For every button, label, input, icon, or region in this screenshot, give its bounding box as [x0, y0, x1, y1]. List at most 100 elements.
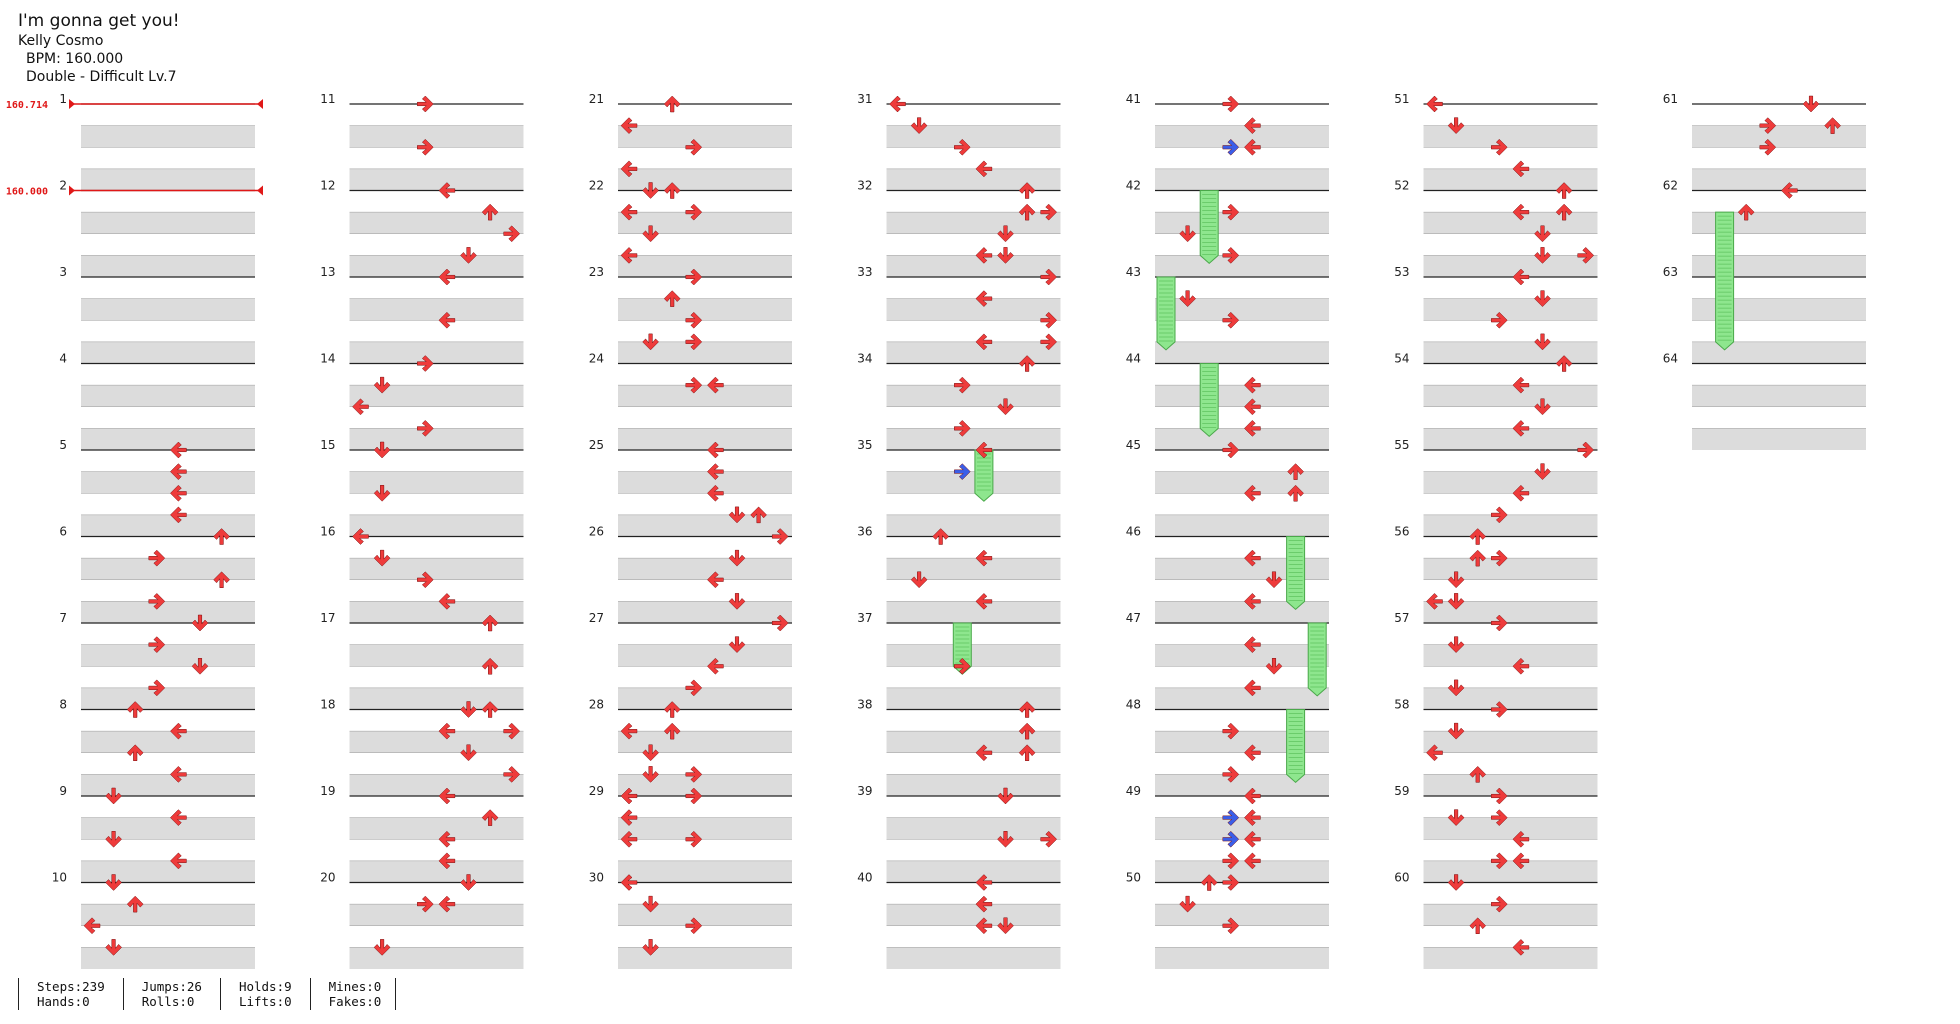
left-arrow-icon [1244, 809, 1261, 826]
tap-note [1469, 917, 1487, 934]
measure-number: 32 [857, 179, 872, 193]
measure-shade [618, 428, 792, 450]
down-arrow-icon [105, 831, 122, 848]
down-arrow-icon [1447, 679, 1465, 697]
up-arrow-icon [213, 571, 230, 588]
tap-note [1287, 484, 1304, 502]
down-arrow-icon [642, 766, 659, 783]
measure-number: 5 [59, 438, 67, 452]
up-arrow-icon [750, 506, 767, 524]
measure-number: 60 [1394, 871, 1409, 885]
down-arrow-icon [105, 939, 122, 956]
right-arrow-icon [1222, 809, 1240, 826]
tap-note [707, 376, 724, 394]
measure-number: 4 [59, 352, 67, 366]
measure-number: 13 [320, 265, 335, 279]
left-arrow-icon [975, 874, 993, 891]
tap-note [170, 852, 187, 870]
up-arrow-icon [1200, 874, 1218, 891]
left-arrow-icon [1244, 398, 1261, 416]
tap-note [997, 225, 1014, 243]
right-arrow-icon [1222, 247, 1240, 264]
left-arrow-icon [1244, 787, 1261, 805]
measure-shade [1692, 255, 1866, 277]
measure-shade [349, 904, 524, 926]
tap-note [1512, 852, 1530, 870]
measure-shade [1155, 558, 1329, 580]
tap-note [685, 787, 703, 805]
tap-note [1534, 290, 1551, 307]
left-arrow-icon [620, 874, 638, 891]
down-arrow-icon [1447, 874, 1465, 891]
right-arrow-icon [1222, 722, 1240, 740]
measure-shade [349, 471, 524, 494]
measure-number: 14 [320, 352, 335, 366]
tap-note [1577, 247, 1595, 264]
tap-note [503, 722, 521, 740]
tap-note [1179, 290, 1196, 307]
measure-shade [1155, 385, 1329, 407]
left-arrow-icon [438, 311, 456, 329]
measure-shade [886, 255, 1061, 277]
measure-shade [81, 904, 255, 926]
right-arrow-icon [954, 463, 971, 480]
stats-panel: Steps:239 Hands:0 Jumps:26 Rolls:0 Holds… [18, 978, 397, 1010]
tap-note [1555, 182, 1573, 199]
right-arrow-icon [1222, 203, 1240, 221]
measure-shade [1423, 514, 1598, 537]
right-arrow-icon [685, 679, 703, 697]
right-arrow-icon [1491, 701, 1508, 718]
tap-note [417, 895, 434, 913]
tap-note [1222, 311, 1240, 329]
tap-note [1491, 614, 1508, 632]
down-arrow-icon [460, 247, 477, 264]
measure-number: 38 [857, 698, 872, 712]
measure-shade [1155, 644, 1329, 667]
right-arrow-icon [954, 420, 971, 437]
measure-number: 11 [320, 92, 335, 106]
right-arrow-icon [1040, 268, 1058, 286]
tap-note [663, 701, 681, 718]
right-arrow-icon [1222, 917, 1240, 935]
measure-shade [81, 471, 255, 494]
tap-note [685, 333, 703, 351]
measure-number: 29 [589, 784, 604, 798]
measure-number: 52 [1394, 179, 1409, 193]
tap-note [1018, 722, 1036, 740]
measure-number: 62 [1663, 179, 1678, 193]
up-arrow-icon [1737, 203, 1755, 221]
left-arrow-icon [438, 722, 456, 740]
right-arrow-icon [1577, 441, 1595, 459]
up-arrow-icon [1555, 182, 1573, 199]
right-arrow-icon [1222, 138, 1240, 156]
left-arrow-icon [620, 160, 638, 178]
left-arrow-icon [1781, 182, 1798, 199]
measure-number: 42 [1126, 179, 1141, 193]
tap-note [1018, 203, 1036, 221]
measure-shade [349, 514, 524, 537]
tap-note [975, 874, 993, 891]
left-arrow-icon [1512, 830, 1530, 848]
up-arrow-icon [126, 895, 144, 913]
tap-note [1018, 701, 1036, 718]
measure-shade [618, 298, 792, 321]
tap-note [170, 809, 187, 826]
down-arrow-icon [1447, 593, 1465, 610]
measure-shade [1692, 212, 1866, 234]
down-arrow-icon [1447, 722, 1465, 740]
measure-number: 54 [1394, 352, 1409, 366]
tap-note [1265, 571, 1283, 589]
tap-note [1447, 636, 1465, 653]
tap-note-blue [1222, 138, 1240, 156]
measure-number: 27 [589, 611, 604, 625]
measure-shade [81, 298, 255, 321]
hold-note [1286, 709, 1306, 784]
tap-note [707, 571, 724, 589]
measure-shade [1155, 774, 1329, 796]
right-arrow-icon [1222, 852, 1240, 870]
right-arrow-icon [1491, 614, 1508, 632]
measure-shade [349, 341, 524, 364]
tap-note [1802, 95, 1820, 113]
tap-note [707, 463, 724, 480]
tap-note [170, 463, 187, 480]
